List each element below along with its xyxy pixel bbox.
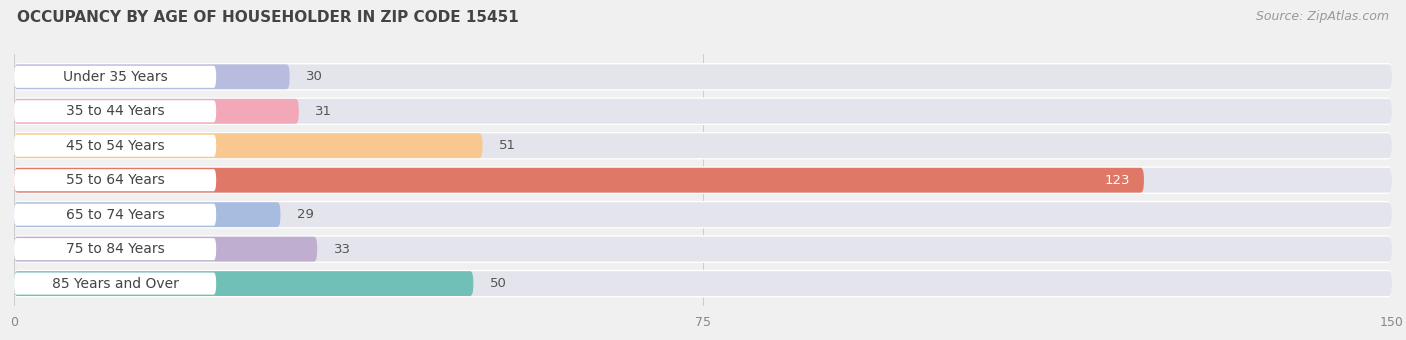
Text: 35 to 44 Years: 35 to 44 Years <box>66 104 165 118</box>
FancyBboxPatch shape <box>14 202 1392 227</box>
FancyBboxPatch shape <box>14 99 1392 124</box>
FancyBboxPatch shape <box>14 135 217 157</box>
Text: 45 to 54 Years: 45 to 54 Years <box>66 139 165 153</box>
FancyBboxPatch shape <box>14 64 1392 89</box>
FancyBboxPatch shape <box>14 99 299 124</box>
FancyBboxPatch shape <box>14 237 318 261</box>
FancyBboxPatch shape <box>14 133 482 158</box>
FancyBboxPatch shape <box>14 98 1392 125</box>
Text: 29: 29 <box>297 208 314 221</box>
Text: Source: ZipAtlas.com: Source: ZipAtlas.com <box>1256 10 1389 23</box>
FancyBboxPatch shape <box>14 100 217 122</box>
FancyBboxPatch shape <box>14 64 290 89</box>
Text: 33: 33 <box>333 243 350 256</box>
FancyBboxPatch shape <box>14 237 1392 261</box>
Text: 30: 30 <box>307 70 323 83</box>
FancyBboxPatch shape <box>14 238 217 260</box>
FancyBboxPatch shape <box>14 133 1392 158</box>
Text: 51: 51 <box>499 139 516 152</box>
FancyBboxPatch shape <box>14 66 217 88</box>
FancyBboxPatch shape <box>14 169 217 191</box>
Text: 55 to 64 Years: 55 to 64 Years <box>66 173 165 187</box>
FancyBboxPatch shape <box>14 202 280 227</box>
FancyBboxPatch shape <box>14 166 1392 194</box>
Text: 31: 31 <box>315 105 332 118</box>
FancyBboxPatch shape <box>14 204 217 226</box>
Text: 50: 50 <box>489 277 506 290</box>
Text: OCCUPANCY BY AGE OF HOUSEHOLDER IN ZIP CODE 15451: OCCUPANCY BY AGE OF HOUSEHOLDER IN ZIP C… <box>17 10 519 25</box>
FancyBboxPatch shape <box>14 201 1392 228</box>
FancyBboxPatch shape <box>14 63 1392 90</box>
FancyBboxPatch shape <box>14 168 1144 192</box>
FancyBboxPatch shape <box>14 271 474 296</box>
FancyBboxPatch shape <box>14 271 1392 296</box>
Text: 85 Years and Over: 85 Years and Over <box>52 277 179 291</box>
FancyBboxPatch shape <box>14 168 1392 192</box>
Text: 123: 123 <box>1105 174 1130 187</box>
FancyBboxPatch shape <box>14 273 217 295</box>
Text: 75 to 84 Years: 75 to 84 Years <box>66 242 165 256</box>
Text: 65 to 74 Years: 65 to 74 Years <box>66 208 165 222</box>
FancyBboxPatch shape <box>14 132 1392 159</box>
FancyBboxPatch shape <box>14 235 1392 263</box>
Text: Under 35 Years: Under 35 Years <box>63 70 167 84</box>
FancyBboxPatch shape <box>14 270 1392 298</box>
